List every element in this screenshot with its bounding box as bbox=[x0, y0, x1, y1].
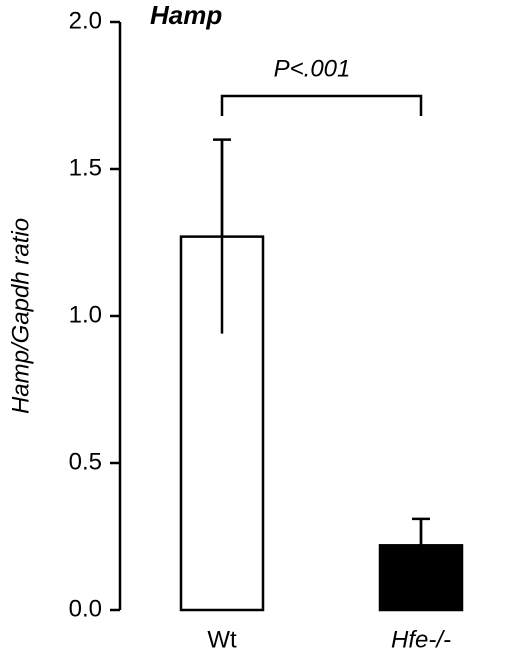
x-tick-label: Wt bbox=[207, 626, 237, 653]
x-tick-label: Hfe-/- bbox=[391, 626, 451, 653]
y-tick-label: 1.0 bbox=[69, 301, 102, 328]
bar bbox=[378, 544, 464, 612]
y-tick-label: 0.5 bbox=[69, 448, 102, 475]
significance-bracket bbox=[220, 94, 423, 116]
y-tick-label: 2.0 bbox=[69, 7, 102, 34]
y-tick-label: 0.0 bbox=[69, 595, 102, 622]
y-axis-label: Hamp/Gapdh ratio bbox=[7, 218, 34, 414]
chart-title: Hamp bbox=[150, 0, 222, 30]
y-tick-label: 1.5 bbox=[69, 154, 102, 181]
annotation: P<.001 bbox=[274, 55, 351, 82]
